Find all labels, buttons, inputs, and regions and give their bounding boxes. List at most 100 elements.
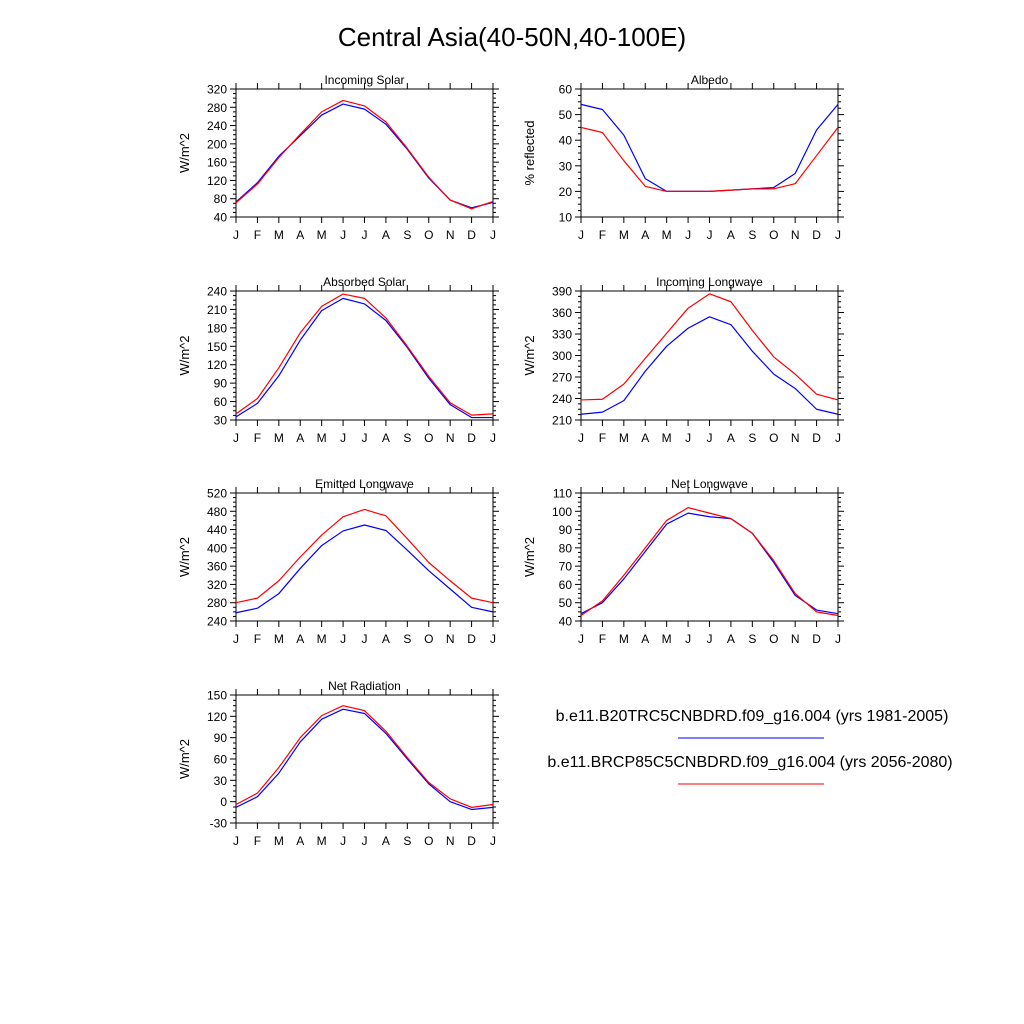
x-tick-label: O <box>424 632 433 646</box>
x-tick-label: S <box>403 834 411 848</box>
y-tick-label: 30 <box>214 774 228 788</box>
x-tick-label: A <box>641 632 649 646</box>
x-tick-label: F <box>254 632 261 646</box>
x-tick-label: D <box>467 228 476 242</box>
y-tick-label: 280 <box>207 101 227 115</box>
x-tick-label: S <box>748 431 756 445</box>
x-tick-label: J <box>578 632 584 646</box>
y-axis-label: % reflected <box>522 120 537 185</box>
y-tick-label: 50 <box>559 108 573 122</box>
series-line <box>235 705 494 808</box>
x-tick-label: J <box>685 431 691 445</box>
y-tick-label: 120 <box>207 710 227 724</box>
x-tick-label: N <box>446 834 455 848</box>
y-tick-label: 210 <box>207 303 227 317</box>
x-tick-label: D <box>467 834 476 848</box>
y-tick-label: 320 <box>207 578 227 592</box>
chart-title: Albedo <box>691 73 729 87</box>
x-tick-label: A <box>296 834 304 848</box>
x-tick-label: A <box>296 228 304 242</box>
x-tick-label: M <box>317 632 327 646</box>
x-tick-label: F <box>599 632 606 646</box>
x-tick-label: N <box>446 632 455 646</box>
y-tick-label: 90 <box>559 523 573 537</box>
series-line <box>580 512 839 615</box>
x-tick-label: J <box>490 431 496 445</box>
y-tick-label: 280 <box>207 596 227 610</box>
x-tick-label: A <box>727 632 735 646</box>
x-tick-label: J <box>233 228 239 242</box>
x-tick-label: N <box>446 228 455 242</box>
x-tick-label: J <box>340 632 346 646</box>
y-tick-label: 270 <box>552 371 572 385</box>
x-tick-label: J <box>490 632 496 646</box>
y-tick-label: 60 <box>214 753 228 767</box>
y-tick-label: 330 <box>552 328 572 342</box>
y-tick-label: 30 <box>214 414 228 428</box>
chart-title: Incoming Longwave <box>656 275 763 289</box>
series-line <box>580 293 839 401</box>
y-tick-label: 100 <box>552 505 572 519</box>
x-tick-label: A <box>727 431 735 445</box>
x-tick-label: D <box>467 431 476 445</box>
chart-panel: Emitted Longwave W/m^2 240 280 320 360 400 440 4… <box>177 477 499 646</box>
x-tick-label: M <box>274 834 284 848</box>
x-tick-label: J <box>340 834 346 848</box>
chart-panel: Absorbed Solar W/m^2 30 60 90 120 150 180 210 240… <box>177 275 499 445</box>
y-tick-label: 180 <box>207 321 227 335</box>
x-tick-label: A <box>382 431 390 445</box>
x-tick-label: D <box>812 632 821 646</box>
x-tick-label: J <box>835 632 841 646</box>
x-tick-label: M <box>274 632 284 646</box>
series-line <box>580 316 839 415</box>
y-tick-label: 40 <box>214 211 228 225</box>
x-tick-label: O <box>424 431 433 445</box>
x-tick-label: J <box>362 834 368 848</box>
x-tick-label: J <box>707 632 713 646</box>
x-tick-label: J <box>835 431 841 445</box>
x-tick-label: J <box>340 228 346 242</box>
x-tick-label: J <box>362 228 368 242</box>
x-tick-label: S <box>403 632 411 646</box>
x-tick-label: J <box>685 632 691 646</box>
y-tick-label: 70 <box>559 560 573 574</box>
y-tick-label: 160 <box>207 156 227 170</box>
x-tick-label: J <box>707 228 713 242</box>
plot-frame <box>235 88 494 218</box>
plot-frame <box>580 290 839 421</box>
page-title: Central Asia(40-50N,40-100E) <box>338 22 686 52</box>
y-tick-label: -30 <box>210 817 228 831</box>
x-tick-label: A <box>641 431 649 445</box>
x-tick-label: N <box>446 431 455 445</box>
series-line <box>235 293 494 416</box>
x-tick-label: M <box>662 632 672 646</box>
y-tick-label: 60 <box>559 578 573 592</box>
y-tick-label: 150 <box>207 689 227 703</box>
y-tick-label: 90 <box>214 731 228 745</box>
panels: Incoming SolarW/m^2408012016020024028032… <box>177 73 844 848</box>
x-tick-label: J <box>490 834 496 848</box>
x-tick-label: F <box>599 431 606 445</box>
y-tick-label: 240 <box>207 285 227 299</box>
x-tick-label: M <box>662 431 672 445</box>
y-tick-label: 320 <box>207 83 227 97</box>
x-tick-label: J <box>362 632 368 646</box>
y-axis-label: W/m^2 <box>522 537 537 577</box>
y-tick-label: 300 <box>552 349 572 363</box>
x-tick-label: J <box>578 228 584 242</box>
x-tick-label: F <box>254 228 261 242</box>
x-tick-label: M <box>619 431 629 445</box>
x-tick-label: M <box>619 228 629 242</box>
x-tick-label: A <box>382 632 390 646</box>
x-tick-label: A <box>296 431 304 445</box>
y-tick-label: 210 <box>552 414 572 428</box>
series-line <box>235 297 493 419</box>
x-tick-label: O <box>424 228 433 242</box>
plot-frame <box>235 492 494 622</box>
y-axis-label: W/m^2 <box>177 537 192 577</box>
y-tick-label: 120 <box>207 358 227 372</box>
y-tick-label: 10 <box>559 211 573 225</box>
y-tick-label: 120 <box>207 174 227 188</box>
